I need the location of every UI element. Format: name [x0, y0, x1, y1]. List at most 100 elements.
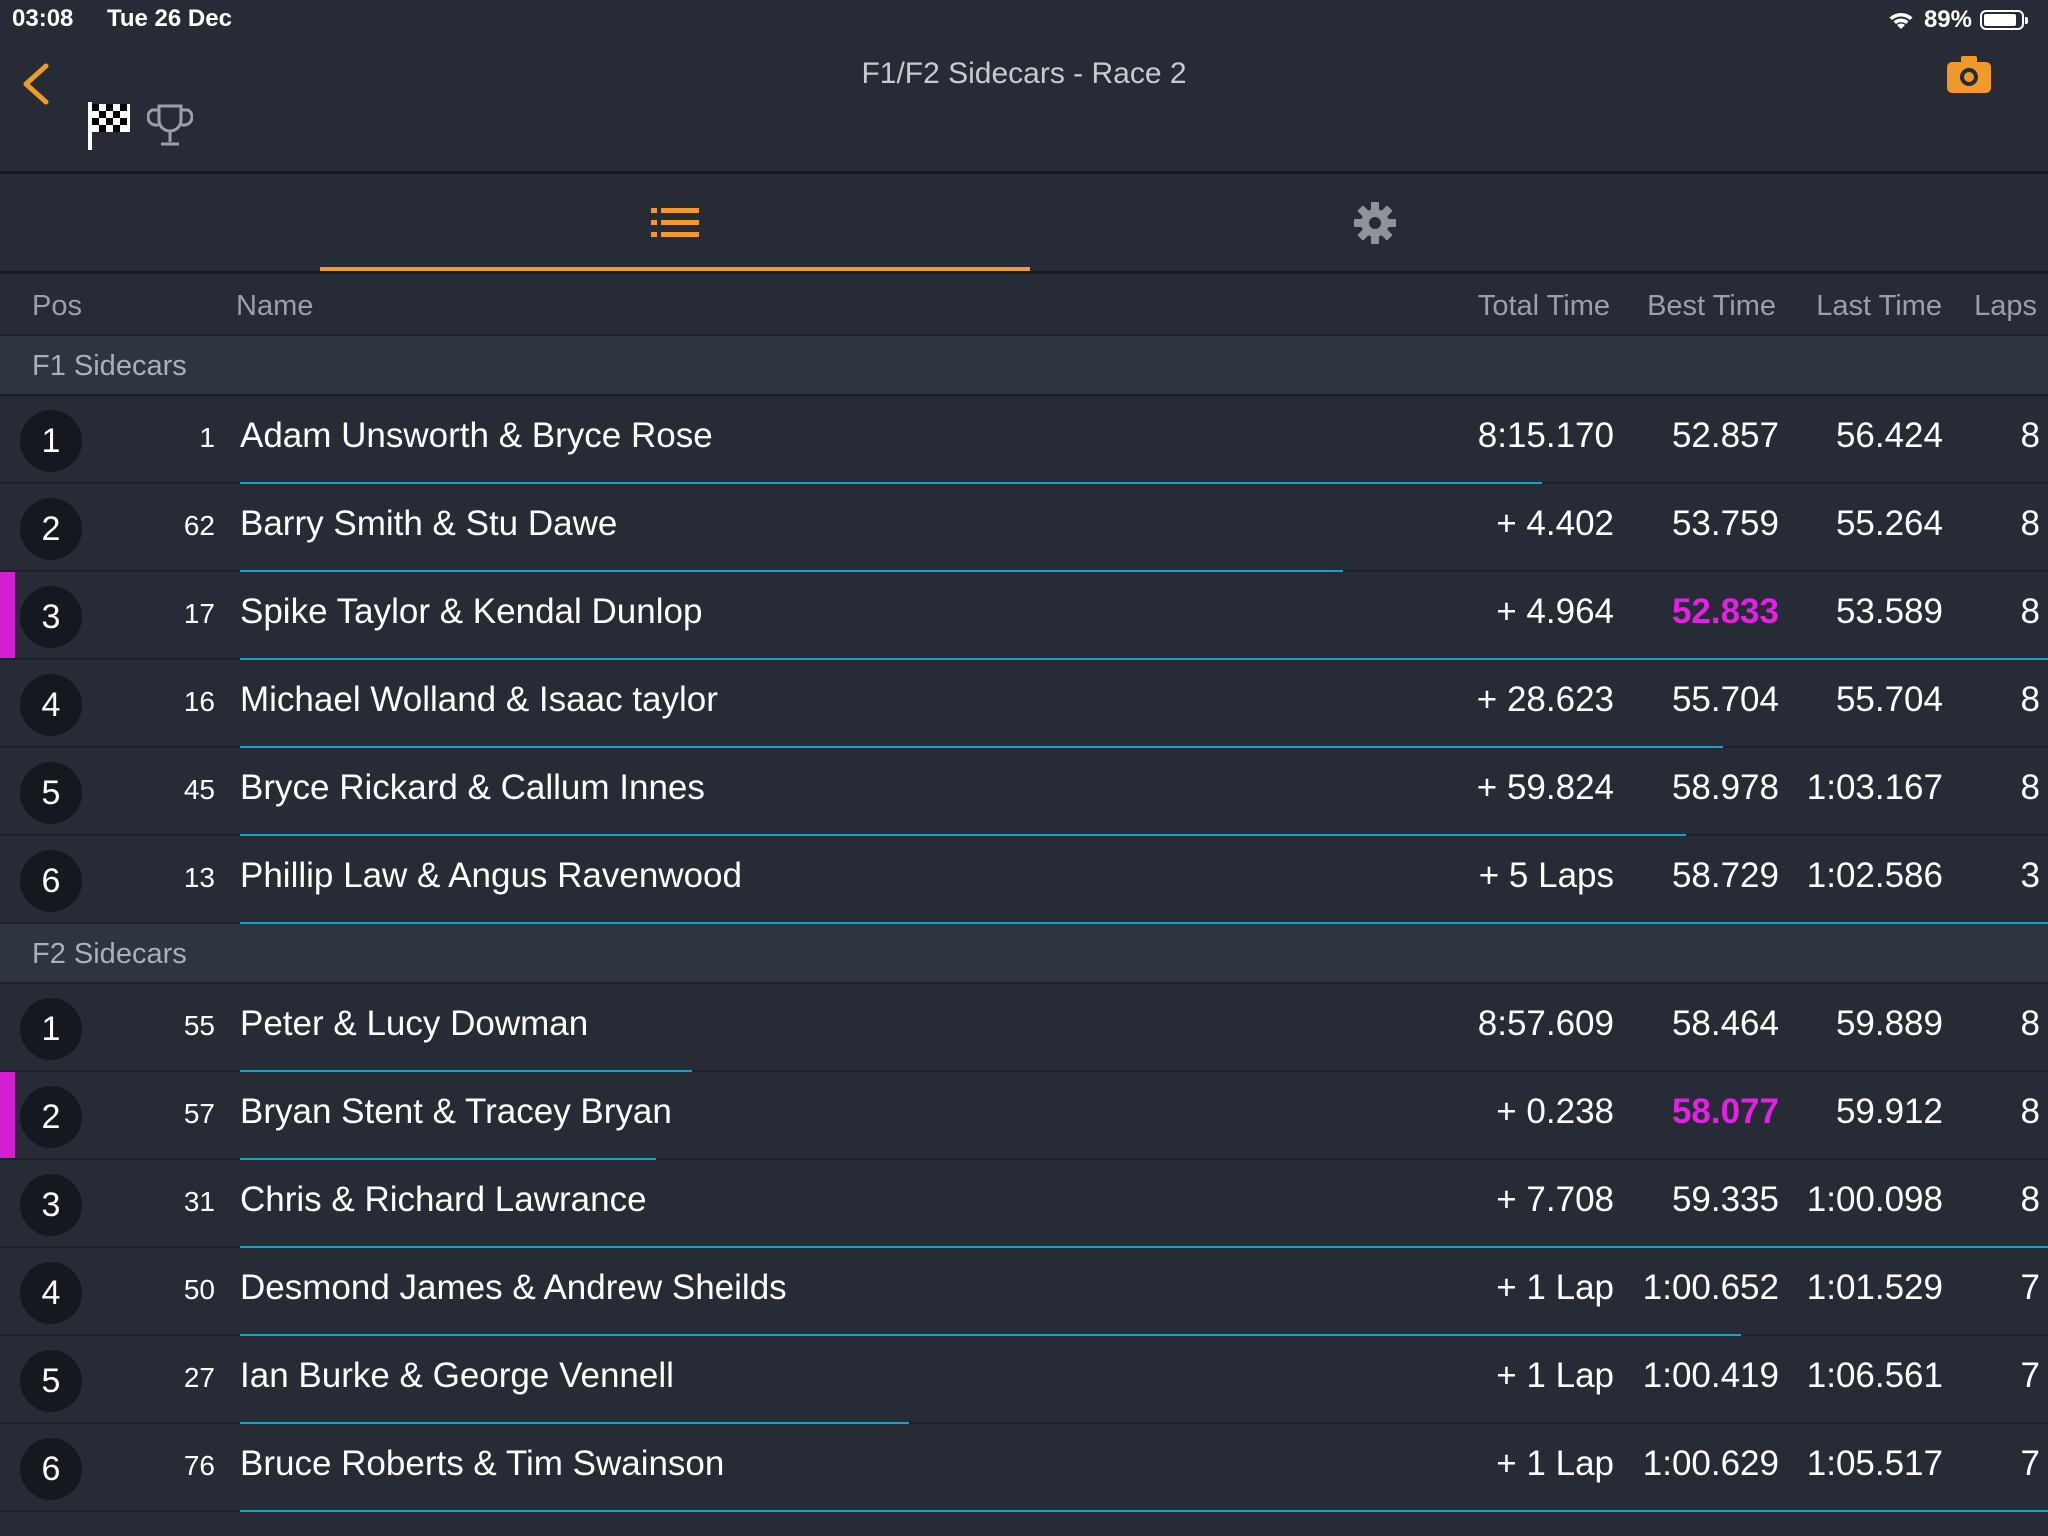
rider-name: Desmond James & Andrew Sheilds: [240, 1268, 787, 1307]
race-progress-bar: [240, 1334, 1741, 1336]
total-time: + 28.623: [1476, 680, 1614, 719]
result-row[interactable]: 6 76 Bruce Roberts & Tim Swainson + 1 La…: [0, 1424, 2048, 1512]
laps-count: 8: [2020, 1180, 2040, 1219]
total-time: + 0.238: [1496, 1092, 1614, 1131]
best-time: 58.729: [1671, 856, 1779, 895]
header-total-time: Total Time: [1477, 290, 1610, 322]
header-name: Name: [236, 290, 314, 322]
tab-settings[interactable]: [1020, 174, 1730, 271]
class-section-header: F2 Sidecars: [0, 924, 2048, 984]
status-bar: 03:08 Tue 26 Dec 89%: [0, 0, 2048, 40]
laps-count: 8: [2020, 592, 2040, 631]
battery-level: [1984, 14, 2017, 26]
race-progress-bar: [240, 922, 2048, 924]
result-row[interactable]: 2 57 Bryan Stent & Tracey Bryan + 0.238 …: [0, 1072, 2048, 1160]
laps-count: 8: [2020, 1004, 2040, 1043]
result-row[interactable]: 4 16 Michael Wolland & Isaac taylor + 28…: [0, 660, 2048, 748]
total-time: 8:57.609: [1477, 1004, 1614, 1043]
rider-name: Peter & Lucy Dowman: [240, 1004, 589, 1043]
rider-name: Michael Wolland & Isaac taylor: [240, 680, 718, 719]
last-time: 1:03.167: [1806, 768, 1943, 807]
best-time: 1:00.419: [1642, 1356, 1779, 1395]
last-time: 55.704: [1835, 680, 1943, 719]
total-time: + 5 Laps: [1478, 856, 1614, 895]
rider-name: Chris & Richard Lawrance: [240, 1180, 647, 1219]
total-time: + 1 Lap: [1496, 1268, 1614, 1307]
best-time: 58.978: [1671, 768, 1779, 807]
result-row[interactable]: 3 31 Chris & Richard Lawrance + 7.708 59…: [0, 1160, 2048, 1248]
last-time: 1:00.098: [1806, 1180, 1943, 1219]
best-time: 59.335: [1671, 1180, 1779, 1219]
rider-name: Adam Unsworth & Bryce Rose: [240, 416, 713, 455]
position-badge: 1: [20, 410, 82, 472]
race-progress-bar: [240, 1422, 909, 1424]
rider-name: Barry Smith & Stu Dawe: [240, 504, 618, 543]
chevron-left-icon: [23, 63, 49, 105]
laps-count: 8: [2020, 680, 2040, 719]
best-time: 52.833: [1671, 592, 1779, 631]
last-time: 59.912: [1835, 1092, 1943, 1131]
fastest-lap-marker: [0, 572, 15, 658]
race-progress-bar: [240, 658, 2048, 660]
best-time: 53.759: [1671, 504, 1779, 543]
result-row[interactable]: 2 62 Barry Smith & Stu Dawe + 4.402 53.7…: [0, 484, 2048, 572]
status-time: 03:08: [12, 5, 74, 32]
position-badge: 3: [20, 586, 82, 648]
trophy-icon: [147, 104, 193, 146]
race-progress-bar: [240, 1246, 2048, 1248]
laps-count: 8: [2020, 1092, 2040, 1131]
last-time: 55.264: [1835, 504, 1943, 543]
race-progress-bar: [240, 1510, 2048, 1512]
total-time: + 4.402: [1496, 504, 1614, 543]
back-button[interactable]: [18, 58, 58, 110]
position-badge: 2: [20, 1086, 82, 1148]
fastest-lap-marker: [0, 1072, 15, 1158]
rider-name: Phillip Law & Angus Ravenwood: [240, 856, 742, 895]
result-row[interactable]: 3 17 Spike Taylor & Kendal Dunlop + 4.96…: [0, 572, 2048, 660]
page-title: F1/F2 Sidecars - Race 2: [861, 57, 1187, 90]
rider-name: Bruce Roberts & Tim Swainson: [240, 1444, 725, 1483]
laps-count: 7: [2020, 1268, 2040, 1307]
last-time: 56.424: [1835, 416, 1943, 455]
rider-name: Spike Taylor & Kendal Dunlop: [240, 592, 703, 631]
total-time: + 1 Lap: [1496, 1444, 1614, 1483]
best-time: 55.704: [1671, 680, 1779, 719]
wifi-icon: [1889, 13, 1913, 29]
last-time: 1:02.586: [1806, 856, 1943, 895]
laps-count: 3: [2020, 856, 2040, 895]
position-badge: 6: [20, 850, 82, 912]
rider-name: Bryce Rickard & Callum Innes: [240, 768, 705, 807]
rider-number: 16: [183, 686, 215, 717]
header-pos: Pos: [32, 290, 82, 322]
laps-count: 8: [2020, 416, 2040, 455]
rider-number: 50: [183, 1274, 215, 1305]
last-time: 1:06.561: [1806, 1356, 1943, 1395]
last-time: 53.589: [1835, 592, 1943, 631]
race-progress-bar: [240, 1158, 656, 1160]
result-row[interactable]: 5 27 Ian Burke & George Vennell + 1 Lap …: [0, 1336, 2048, 1424]
total-time: 8:15.170: [1477, 416, 1614, 455]
result-row[interactable]: 5 45 Bryce Rickard & Callum Innes + 59.8…: [0, 748, 2048, 836]
best-time: 52.857: [1671, 416, 1779, 455]
position-badge: 1: [20, 998, 82, 1060]
position-badge: 4: [20, 1262, 82, 1324]
last-time: 1:05.517: [1806, 1444, 1943, 1483]
total-time: + 4.964: [1496, 592, 1614, 631]
header-laps: Laps: [1974, 290, 2037, 322]
position-badge: 5: [20, 1350, 82, 1412]
nav-bar: F1/F2 Sidecars - Race 2: [0, 40, 2048, 174]
header-last-time: Last Time: [1816, 290, 1942, 322]
rider-number: 62: [183, 510, 215, 541]
rider-name: Ian Burke & George Vennell: [240, 1356, 674, 1395]
class-section-header: F1 Sidecars: [0, 336, 2048, 396]
result-row[interactable]: 6 13 Phillip Law & Angus Ravenwood + 5 L…: [0, 836, 2048, 924]
result-row[interactable]: 1 1 Adam Unsworth & Bryce Rose 8:15.170 …: [0, 396, 2048, 484]
tab-results-list[interactable]: [320, 174, 1030, 271]
laps-count: 8: [2020, 504, 2040, 543]
position-badge: 5: [20, 762, 82, 824]
camera-button[interactable]: [1946, 54, 1992, 94]
position-badge: 2: [20, 498, 82, 560]
result-row[interactable]: 4 50 Desmond James & Andrew Sheilds + 1 …: [0, 1248, 2048, 1336]
result-row[interactable]: 1 55 Peter & Lucy Dowman 8:57.609 58.464…: [0, 984, 2048, 1072]
laps-count: 7: [2020, 1356, 2040, 1395]
